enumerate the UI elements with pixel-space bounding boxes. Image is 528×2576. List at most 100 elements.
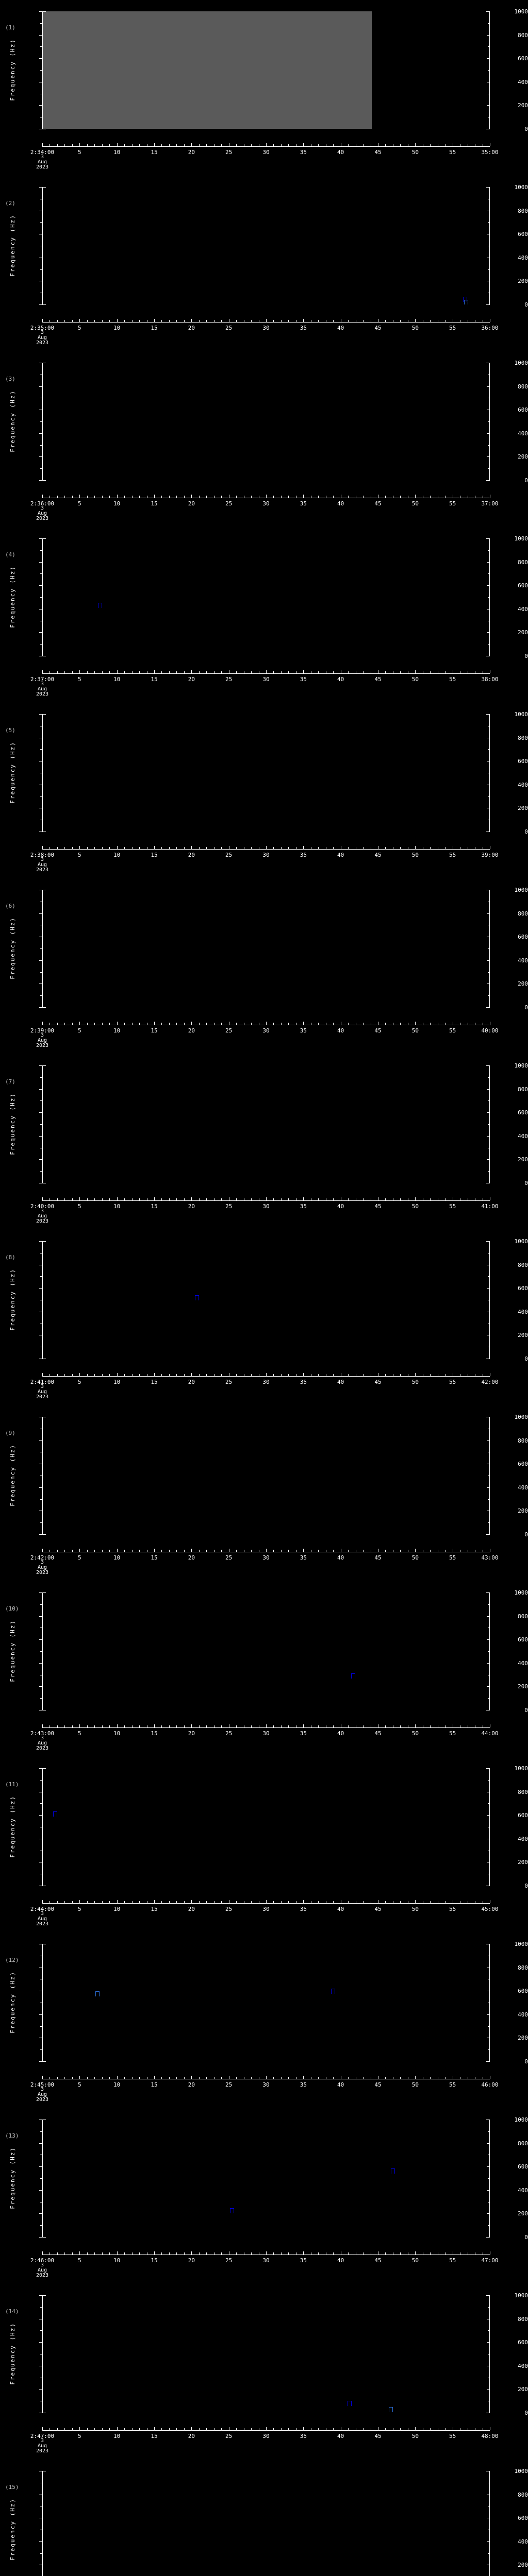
y-tick-minor [40, 2131, 42, 2132]
y-tick-label: 0 [524, 301, 528, 308]
y-tick-label: 200 [518, 102, 528, 109]
x-tick [191, 495, 192, 498]
y-tick-right [487, 960, 490, 961]
x-tick [42, 846, 43, 849]
plot-area[interactable] [42, 538, 490, 656]
x-tick-minor [64, 1023, 65, 1025]
plot-area[interactable] [42, 2295, 490, 2413]
x-tick-minor [333, 1725, 334, 1727]
date-line: Aug [37, 159, 47, 165]
y-axis-title: Frequency (Hz) [9, 1268, 16, 1331]
x-tick-label: 25 [225, 1730, 233, 1737]
x-tick [42, 2251, 43, 2255]
y-tick-minor [40, 46, 42, 47]
plot-area[interactable] [42, 1768, 490, 1886]
x-tick-minor [94, 1550, 95, 1552]
plot-area[interactable] [42, 1592, 490, 1710]
x-tick-minor [348, 320, 349, 322]
x-tick-minor [64, 1901, 65, 1903]
x-tick-minor [273, 1023, 274, 1025]
x-tick-minor [169, 144, 170, 146]
spectrogram-panel: (10) Frequency (Hz) 0 200 400 600 800 1000 2:43:… [0, 1581, 528, 1757]
x-tick-minor [64, 1374, 65, 1376]
y-axis-line-left [42, 2471, 43, 2576]
y-tick-right [487, 562, 490, 563]
x-tick-minor [94, 144, 95, 146]
plot-area[interactable] [42, 2471, 490, 2576]
x-tick-minor [161, 320, 162, 322]
x-tick-minor [363, 1198, 364, 1200]
spectrogram-panel: (7) Frequency (Hz) 0 200 400 600 800 1000 2:40:0… [0, 1054, 528, 1230]
detection-trace [95, 1991, 100, 1997]
panel-index-label: (7) [5, 1078, 15, 1085]
plot-area[interactable] [42, 714, 490, 832]
date-line: 3 [40, 1032, 44, 1038]
x-tick-minor [109, 2252, 110, 2255]
x-tick-label: 35 [300, 1203, 307, 1210]
x-tick-minor [206, 2252, 207, 2255]
x-tick-minor [109, 1198, 110, 1200]
x-tick-label: 40 [337, 2433, 344, 2439]
plot-area[interactable] [42, 1417, 490, 1534]
x-tick-label: 40 [337, 1730, 344, 1737]
x-tick-minor [57, 671, 58, 673]
x-tick-minor [87, 1550, 88, 1552]
x-tick-minor [109, 1725, 110, 1727]
x-tick-minor [139, 2252, 140, 2255]
y-tick-label: 200 [518, 453, 528, 461]
x-tick-minor [94, 1374, 95, 1376]
x-tick-minor [273, 1198, 274, 1200]
plot-area[interactable] [42, 890, 490, 1007]
x-end-time-label: 46:00 [481, 2081, 499, 2088]
x-tick-minor [87, 2252, 88, 2255]
x-tick-minor [102, 2252, 103, 2255]
y-tick-minor-right [488, 1077, 490, 1078]
x-tick-minor [430, 1901, 431, 1903]
y-axis-title: Frequency (Hz) [9, 566, 16, 628]
x-axis-date-label: 3 Aug 2023 [36, 857, 48, 873]
x-tick-minor [87, 1198, 88, 1200]
y-tick-label: 1000 [514, 535, 528, 542]
y-axis-line-left [42, 890, 43, 1007]
x-axis-date-label: 3 Aug 2023 [36, 2438, 48, 2454]
date-line: 2023 [36, 164, 49, 170]
panel-index-label: (4) [5, 551, 15, 558]
x-tick-label: 50 [411, 2257, 419, 2264]
plot-area[interactable] [42, 1944, 490, 2061]
y-tick-minor-right [488, 796, 490, 797]
x-tick [117, 1724, 118, 1727]
x-tick-minor [318, 2077, 319, 2079]
x-tick-minor [139, 496, 140, 498]
x-tick [154, 143, 155, 146]
x-end-time-label: 38:00 [481, 676, 499, 683]
y-tick-minor [40, 23, 42, 24]
x-tick-minor [385, 1374, 386, 1376]
x-tick-label: 45 [374, 2257, 382, 2264]
y-tick-label: 600 [518, 406, 528, 414]
y-tick-label: 800 [518, 1788, 528, 1795]
x-tick-minor [363, 1023, 364, 1025]
y-tick [39, 2061, 42, 2062]
x-tick-minor [102, 496, 103, 498]
x-tick [415, 846, 416, 849]
plot-area[interactable] [42, 363, 490, 480]
x-tick [154, 1724, 155, 1727]
y-tick-label: 400 [518, 430, 528, 437]
plot-area[interactable] [42, 1241, 490, 1359]
plot-area[interactable] [42, 2120, 490, 2237]
x-tick-minor [333, 1374, 334, 1376]
plot-area[interactable] [42, 1065, 490, 1183]
y-tick [39, 1768, 42, 1769]
plot-area[interactable] [42, 11, 490, 129]
y-tick-label: 800 [518, 383, 528, 390]
y-tick [39, 1592, 42, 1593]
plot-area[interactable] [42, 187, 490, 304]
x-tick-label: 5 [78, 2081, 81, 2088]
x-tick-minor [318, 847, 319, 849]
axis-cap [42, 304, 46, 305]
date-line: 2023 [36, 867, 49, 873]
x-tick-minor [57, 1901, 58, 1903]
y-tick-label: 400 [518, 2187, 528, 2194]
y-axis-title: Frequency (Hz) [9, 1093, 16, 1155]
y-tick-label: 800 [518, 2491, 528, 2498]
